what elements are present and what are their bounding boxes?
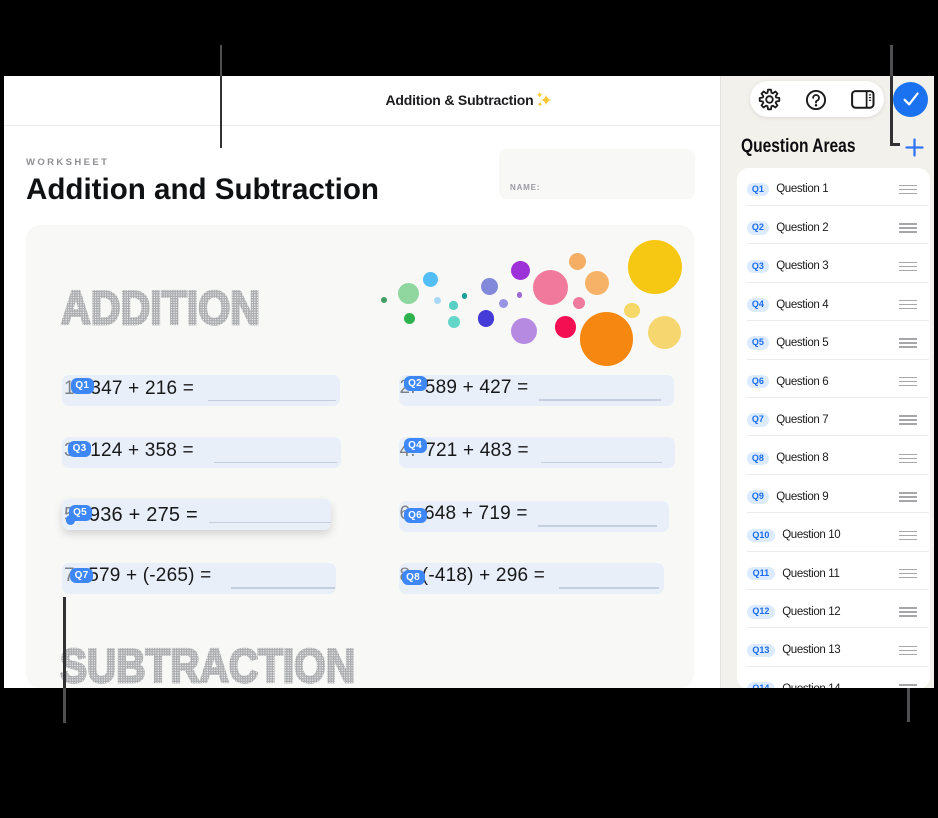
svg-text:ADDITION: ADDITION [61,281,260,331]
svg-text:SUBTRACTION: SUBTRACTION [60,639,355,688]
